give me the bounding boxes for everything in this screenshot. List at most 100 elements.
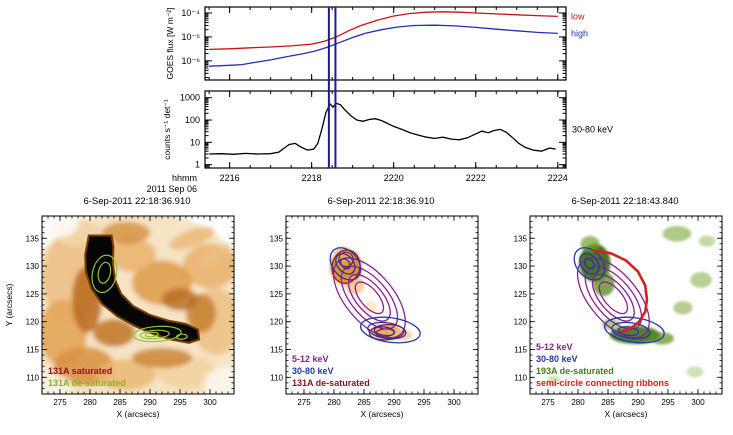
map-xlabel: X (arcsecs)	[361, 409, 404, 419]
series-high	[209, 24, 558, 67]
map-y-tick-label: 125	[26, 290, 40, 299]
y-tick-label: 1	[195, 160, 200, 170]
flare-time-marker-lines	[327, 7, 337, 168]
map-title-193a: 6-Sep-2011 22:18:43.840	[571, 196, 679, 207]
map-x-tick-label: 280	[83, 398, 97, 407]
map-x-tick-label: 275	[53, 398, 67, 407]
map-y-tick-label: 115	[514, 346, 527, 355]
saturated-region	[84, 234, 201, 344]
map-title-131a-desat: 6-Sep-2011 22:18:36.910	[327, 196, 435, 207]
x-tick-label: 2224	[548, 173, 568, 183]
map-panel-131a-desat: 6-Sep-2011 22:18:36.910 275 280 285 290 295 3…	[244, 196, 488, 435]
panel-goes: 10⁻⁶ 10⁻⁵ 10⁻⁴	[181, 6, 567, 81]
map-image	[286, 216, 478, 394]
map-x-tick-label: 275	[297, 398, 311, 407]
series-30-80-keV	[209, 102, 556, 155]
y-tick-label: 100	[185, 115, 200, 125]
map-x-tick-label: 290	[387, 398, 401, 407]
map-image	[530, 216, 722, 394]
legend-entry: 131A de-saturated	[292, 378, 370, 388]
map-x-tick-label: 290	[631, 398, 645, 407]
timeseries-canvas: 10⁻⁶ 10⁻⁵ 10⁻⁴ 1 10 100 1000 GOES flux [W m⁻²] c…	[147, 6, 613, 194]
map-y-tick-label: 120	[270, 318, 284, 327]
map-panel-131a: 6-Sep-2011 22:18:36.910 275 280 285 290 295 3…	[0, 196, 244, 435]
map-y-tick-label: 110	[26, 373, 39, 382]
map-y-tick-label: 135	[26, 234, 40, 243]
legend-entry: 5-12 keV	[536, 342, 573, 352]
map-title-131a: 6-Sep-2011 22:18:36.910	[83, 196, 191, 207]
map-ticks	[529, 215, 723, 395]
y-tick-label: 10⁻⁵	[182, 32, 201, 42]
map-y-tick-label: 125	[514, 290, 528, 299]
panel-hxr: 1 10 100 1000	[180, 90, 567, 170]
y-tick-label: 10	[190, 137, 200, 147]
legend-entry: 131A de-saturated	[48, 378, 126, 388]
map-xlabel: X (arcsecs)	[605, 409, 648, 419]
contours-131A-de-saturated	[91, 254, 188, 343]
map-ylabel: Y (arcsecs)	[4, 283, 14, 326]
map-x-tick-label: 285	[601, 398, 615, 407]
goes-low-label: low	[571, 11, 585, 21]
contours-5-12-keV	[576, 257, 650, 339]
map-image	[42, 216, 234, 394]
x-tick-label: 2218	[302, 173, 322, 183]
map-ticks	[41, 215, 235, 395]
map-y-tick-label: 120	[26, 318, 40, 327]
map-x-tick-label: 280	[327, 398, 341, 407]
map-canvas-131a: 275 280 285 290 295 300 110 115 120 125 130 135 X (a…	[4, 215, 235, 419]
legend-entry: 30-80 keV	[292, 366, 334, 376]
y-tick-label: 10⁻⁴	[181, 8, 200, 18]
hxr-ylabel: counts s⁻¹ det⁻¹	[162, 99, 172, 160]
map-y-tick-label: 110	[514, 373, 527, 382]
map-panel-193a: 6-Sep-2011 22:18:43.840 275 280 285 290 295 3…	[488, 196, 732, 435]
xaxis-unit-label: hhmm	[172, 173, 197, 183]
map-y-tick-label: 135	[514, 234, 528, 243]
ticks-hxr	[205, 91, 566, 168]
map-x-tick-label: 295	[661, 398, 675, 407]
xaxis-date-label: 2011 Sep 06	[147, 184, 197, 194]
map-ticks	[285, 215, 479, 395]
goes-high-label: high	[571, 28, 588, 38]
legend-entry: 193A de-saturated	[536, 366, 614, 376]
map-y-tick-label: 120	[514, 318, 528, 327]
y-tick-label: 1000	[180, 93, 200, 103]
ticks-goes	[205, 7, 566, 80]
map-x-tick-label: 290	[143, 398, 157, 407]
goes-ylabel: GOES flux [W m⁻²]	[165, 7, 175, 79]
curve-semi-circle-connecting-ribbons	[592, 249, 649, 334]
map-y-tick-label: 125	[270, 290, 284, 299]
maps-row: 6-Sep-2011 22:18:36.910 275 280 285 290 295 3…	[0, 196, 733, 435]
map-y-tick-label: 130	[26, 262, 40, 271]
legend-entry: 5-12 keV	[292, 354, 329, 364]
legend-entry: 131A saturated	[48, 366, 112, 376]
map-xlabel: X (arcsecs)	[117, 409, 160, 419]
x-tick-label: 2216	[220, 173, 240, 183]
map-x-tick-label: 300	[203, 398, 217, 407]
map-x-tick-label: 285	[113, 398, 127, 407]
x-tick-label: 2220	[384, 173, 404, 183]
map-y-tick-label: 110	[270, 373, 283, 382]
map-y-tick-label: 130	[514, 262, 528, 271]
map-x-tick-label: 300	[447, 398, 461, 407]
map-y-tick-label: 115	[26, 346, 39, 355]
map-y-tick-label: 115	[270, 346, 283, 355]
map-canvas-131a-desat: 275 280 285 290 295 300 110 115 120 125 130 135 X (a…	[270, 215, 479, 419]
map-y-tick-label: 135	[270, 234, 284, 243]
contours-30-80-keV	[573, 247, 665, 344]
x-tick-label: 2222	[466, 173, 486, 183]
map-x-tick-label: 275	[541, 398, 555, 407]
legend-entry: 30-80 keV	[536, 354, 578, 364]
map-canvas-193a: 275 280 285 290 295 300 110 115 120 125 130 135 X (a…	[514, 215, 723, 419]
map-x-tick-label: 300	[691, 398, 705, 407]
map-x-tick-label: 285	[357, 398, 371, 407]
series-low	[209, 11, 558, 51]
hxr-channel-label: 30-80 keV	[572, 125, 613, 135]
y-tick-label: 10⁻⁶	[182, 56, 201, 66]
map-x-tick-label: 295	[173, 398, 187, 407]
map-x-tick-label: 280	[571, 398, 585, 407]
map-y-tick-label: 130	[270, 262, 284, 271]
legend-entry: semi-circle connecting ribbons	[536, 378, 669, 388]
map-x-tick-label: 295	[417, 398, 431, 407]
contours-30-80-keV	[329, 247, 421, 344]
